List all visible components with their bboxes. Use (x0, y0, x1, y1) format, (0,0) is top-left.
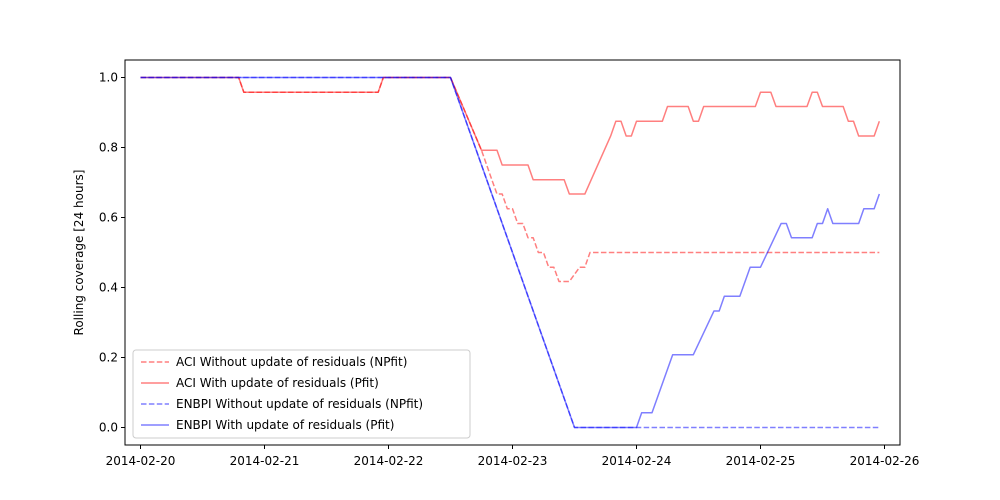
y-tick-label: 0.2 (99, 351, 118, 365)
x-tick-label: 2014-02-26 (850, 454, 920, 468)
series-line-4 (140, 76, 881, 429)
plot-lines (140, 76, 881, 429)
series-line-2 (140, 76, 881, 195)
y-axis: 0.0 0.2 0.4 0.6 0.8 1.0 (99, 71, 125, 435)
x-tick-label: 2014-02-21 (230, 454, 300, 468)
y-tick-label: 0.8 (99, 141, 118, 155)
legend-label: ENBPI Without update of residuals (NPfit… (176, 397, 423, 411)
y-tick-label: 0.4 (99, 281, 118, 295)
y-tick-label: 1.0 (99, 71, 118, 85)
x-tick-label: 2014-02-25 (726, 454, 796, 468)
x-tick-label: 2014-02-20 (106, 454, 176, 468)
legend: ACI Without update of residuals (NPfit) A… (132, 349, 471, 439)
x-axis: 2014-02-20 2014-02-21 2014-02-22 2014-02-23… (106, 445, 920, 468)
x-tick-label: 2014-02-24 (602, 454, 672, 468)
legend-label: ACI With update of residuals (Pfit) (176, 376, 379, 390)
y-axis-label: Rolling coverage [24 hours] (72, 170, 86, 336)
legend-label: ENBPI With update of residuals (Pfit) (176, 418, 394, 432)
x-tick-label: 2014-02-22 (354, 454, 424, 468)
legend-box (132, 349, 471, 439)
y-tick-label: 0.0 (99, 421, 118, 435)
legend-label: ACI Without update of residuals (NPfit) (176, 355, 407, 369)
x-tick-label: 2014-02-23 (478, 454, 548, 468)
y-tick-label: 0.6 (99, 211, 118, 225)
